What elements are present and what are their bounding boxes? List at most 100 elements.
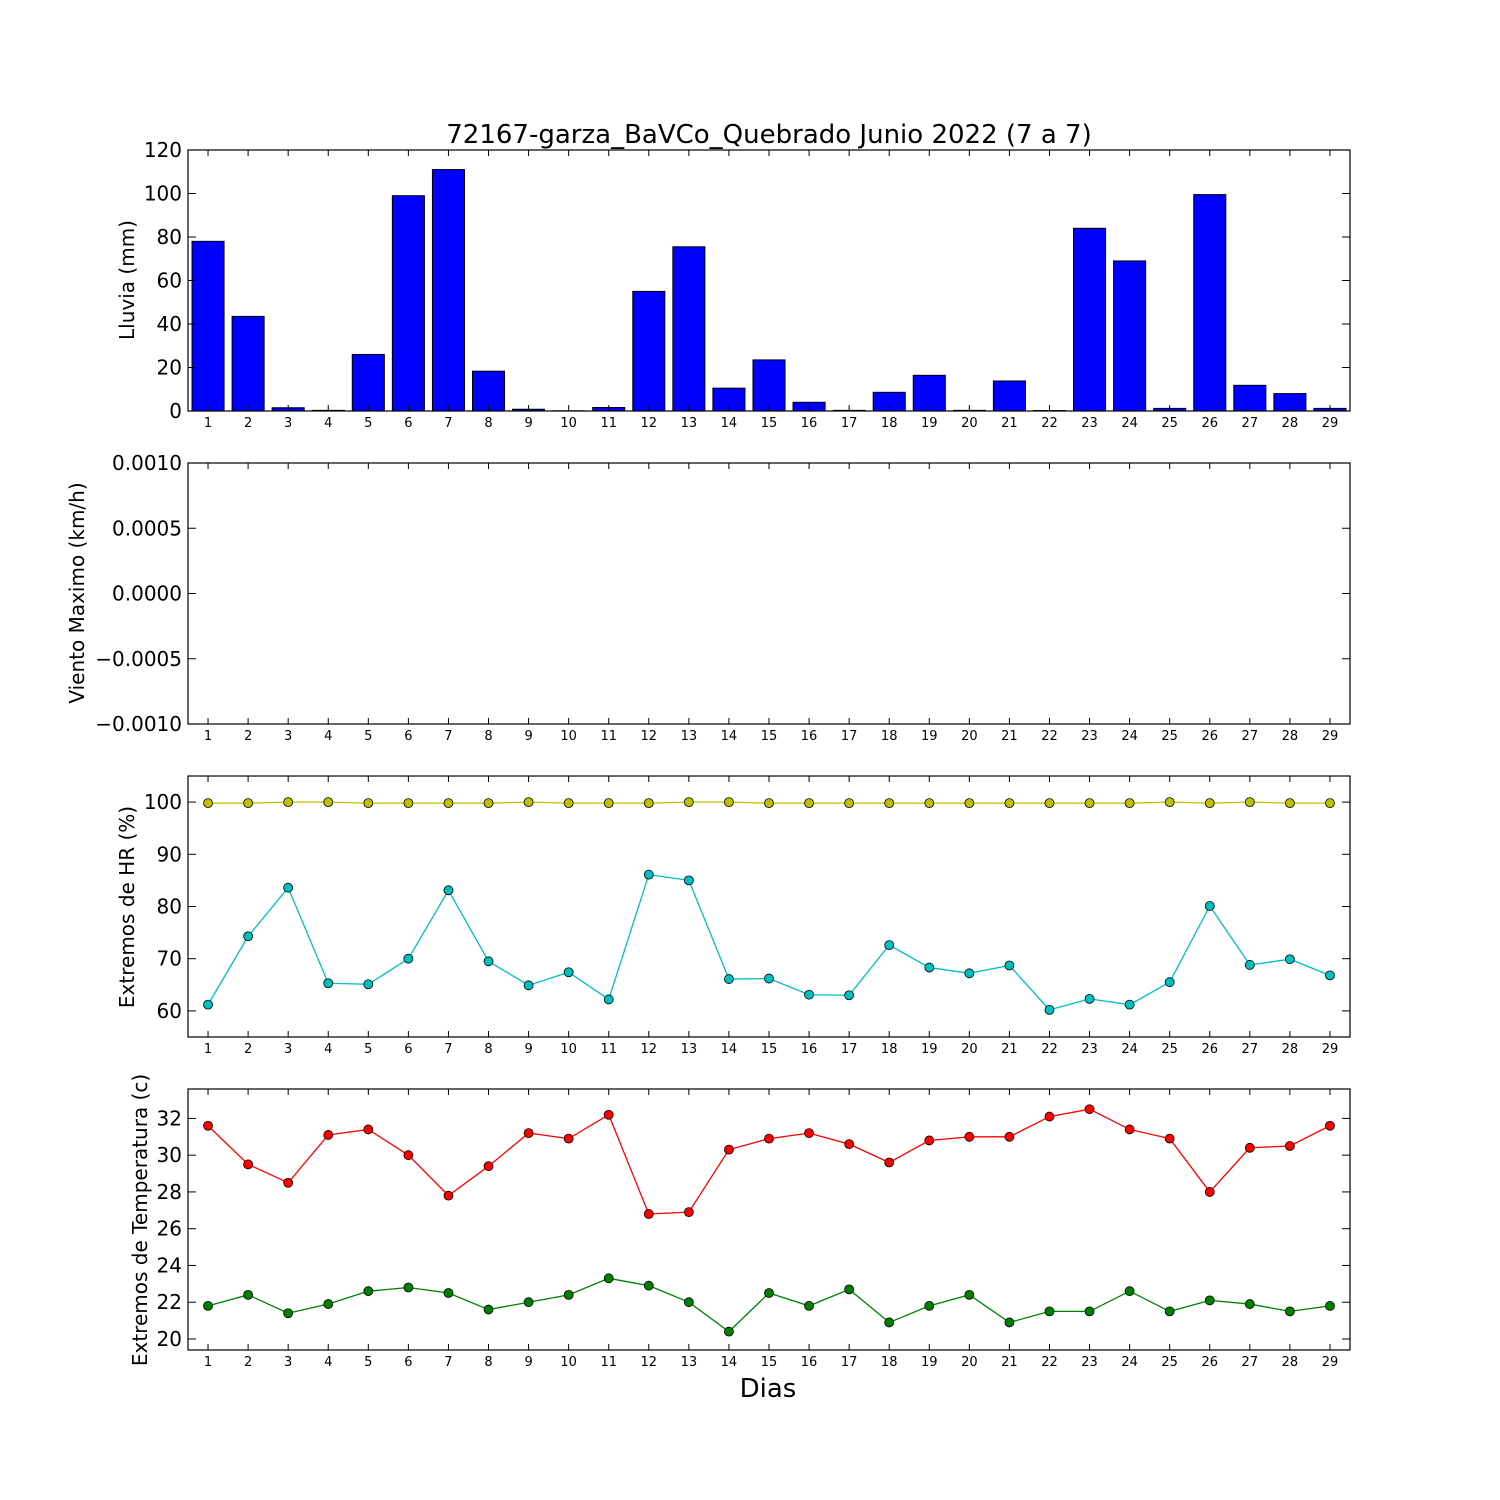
rain-y-tick-label: 40 — [157, 312, 182, 336]
humidity-x-tick-label: 5 — [364, 1042, 372, 1057]
humidity-data-point — [683, 797, 694, 807]
wind-x-tick-label: 19 — [921, 729, 938, 744]
temperature-data-point — [283, 1308, 294, 1319]
wind-x-tick-label: 5 — [364, 729, 372, 744]
temperature-data-point — [1044, 1306, 1055, 1317]
temperature-data-point — [884, 1317, 895, 1328]
humidity-data-point — [764, 973, 774, 984]
temperature-data-point — [1285, 1141, 1295, 1151]
humidity-data-point — [1244, 960, 1255, 970]
temperature-x-tick-label: 18 — [881, 1355, 898, 1370]
rain-bar — [632, 290, 666, 412]
rain-x-tick-label: 3 — [284, 416, 292, 431]
temperature-data-point — [1084, 1306, 1095, 1317]
temperature-data-point — [563, 1133, 574, 1144]
humidity-data-point — [323, 797, 334, 807]
humidity-x-tick-label: 23 — [1081, 1042, 1098, 1057]
rain-x-tick-label: 18 — [881, 416, 898, 431]
humidity-data-point — [724, 974, 734, 984]
humidity-data-point — [1285, 798, 1295, 809]
temperature-data-point — [924, 1135, 935, 1146]
rain-x-tick-label: 1 — [204, 416, 212, 431]
humidity-data-point — [283, 882, 294, 893]
temperature-x-tick-label: 19 — [921, 1355, 938, 1370]
temperature-data-point — [1084, 1104, 1095, 1115]
humidity-data-point — [964, 798, 975, 809]
humidity-x-tick-label: 16 — [801, 1042, 818, 1057]
wind-x-tick-label: 18 — [881, 729, 898, 744]
temperature-data-point — [483, 1161, 494, 1172]
humidity-data-point — [924, 962, 935, 973]
temperature-x-tick-label: 29 — [1322, 1355, 1339, 1370]
humidity-x-tick-label: 12 — [641, 1042, 658, 1057]
wind-x-tick-label: 14 — [721, 729, 738, 744]
rain-x-tick-label: 10 — [560, 416, 577, 431]
humidity-data-point — [1084, 993, 1095, 1004]
humidity-x-tick-label: 8 — [484, 1042, 492, 1057]
rain-y-tick-label: 100 — [144, 182, 182, 206]
humidity-data-point — [964, 968, 975, 979]
temperature-x-tick-label: 6 — [404, 1355, 412, 1370]
humidity-data-point — [443, 798, 454, 809]
humidity-data-point — [483, 956, 494, 967]
humidity-x-tick-label: 7 — [444, 1042, 452, 1057]
temperature-data-point — [483, 1304, 494, 1315]
temperature-data-point — [1124, 1286, 1135, 1297]
wind-x-tick-label: 6 — [404, 729, 412, 744]
humidity-x-tick-label: 28 — [1282, 1042, 1299, 1057]
temperature-y-tick-label: 24 — [157, 1253, 182, 1277]
humidity-y-tick-label: 60 — [157, 999, 182, 1023]
temperature-data-point — [363, 1286, 374, 1297]
temperature-data-point — [1285, 1306, 1295, 1317]
humidity-data-point — [203, 798, 213, 809]
wind-x-tick-label: 11 — [600, 729, 617, 744]
humidity-data-point — [1204, 901, 1215, 911]
temperature-y-tick-label: 28 — [157, 1180, 182, 1204]
rain-bar — [672, 246, 706, 412]
temperature-x-tick-label: 2 — [244, 1355, 252, 1370]
humidity-data-point — [243, 931, 254, 942]
wind-x-tick-label: 3 — [284, 729, 292, 744]
humidity-x-tick-label: 3 — [284, 1042, 292, 1057]
temperature-y-tick-label: 26 — [157, 1217, 182, 1241]
temperature-x-tick-label: 9 — [524, 1355, 532, 1370]
temperature-y-tick-label: 22 — [157, 1290, 182, 1314]
humidity-x-tick-label: 13 — [681, 1042, 698, 1057]
rain-bar — [1073, 227, 1107, 412]
temperature-data-point — [563, 1289, 574, 1300]
humidity-x-tick-label: 18 — [881, 1042, 898, 1057]
humidity-data-point — [563, 967, 574, 978]
wind-x-tick-label: 7 — [444, 729, 452, 744]
rain-x-tick-label: 21 — [1001, 416, 1018, 431]
wind-y-tick-label: 0.0000 — [112, 582, 182, 606]
humidity-data-point — [323, 978, 334, 989]
rain-bar — [1193, 194, 1227, 412]
humidity-data-point — [804, 989, 814, 1000]
humidity-data-point — [1044, 1004, 1055, 1015]
temperature-data-point — [1164, 1133, 1175, 1144]
humidity-x-tick-label: 15 — [761, 1042, 778, 1057]
humidity-data-point — [683, 875, 694, 886]
humidity-x-tick-label: 11 — [600, 1042, 617, 1057]
wind-x-tick-label: 24 — [1121, 729, 1138, 744]
rain-y-tick-label: 0 — [169, 399, 182, 423]
humidity-x-tick-label: 17 — [841, 1042, 858, 1057]
humidity-data-point — [1244, 797, 1255, 807]
humidity-data-point — [1124, 798, 1135, 809]
humidity-data-point — [884, 798, 895, 809]
wind-x-tick-label: 27 — [1242, 729, 1259, 744]
wind-x-tick-label: 10 — [560, 729, 577, 744]
rain-x-tick-label: 25 — [1161, 416, 1178, 431]
humidity-data-point — [844, 990, 855, 1001]
temperature-x-tick-label: 12 — [641, 1355, 658, 1370]
humidity-data-point — [1164, 977, 1175, 988]
temperature-x-tick-label: 16 — [801, 1355, 818, 1370]
temperature-data-point — [764, 1288, 774, 1298]
temperature-data-point — [804, 1300, 814, 1311]
humidity-data-point — [1004, 798, 1015, 809]
temperature-data-point — [443, 1190, 454, 1201]
humidity-y-tick-label: 100 — [144, 790, 182, 814]
